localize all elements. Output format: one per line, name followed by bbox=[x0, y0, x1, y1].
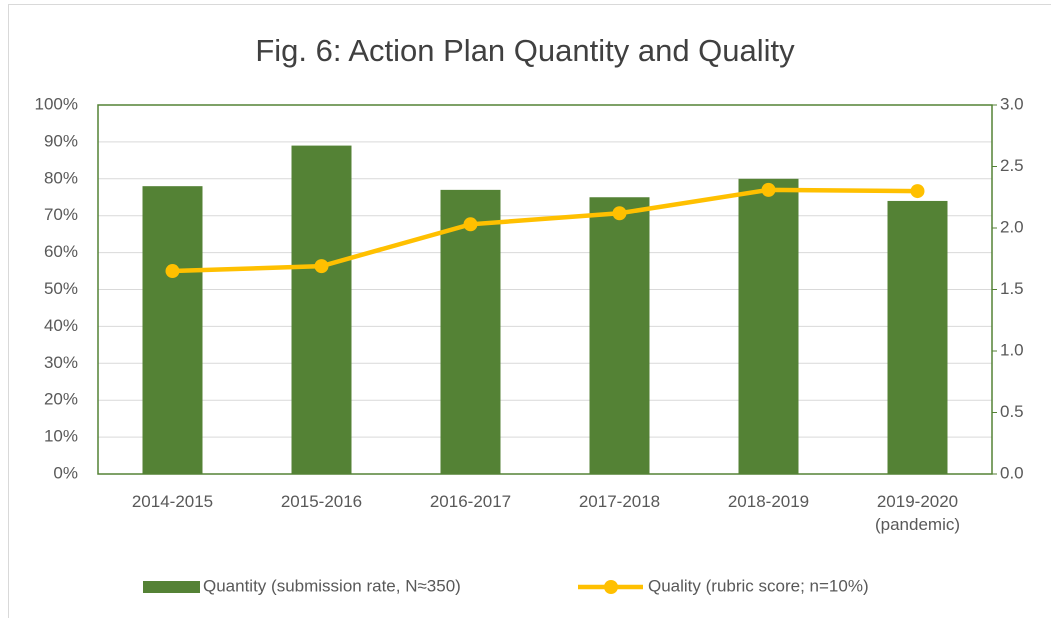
line bbox=[172, 187, 918, 274]
bar bbox=[142, 186, 203, 474]
y-tick-label: 0% bbox=[53, 463, 78, 482]
bar bbox=[589, 197, 650, 474]
y-tick-label: 40% bbox=[44, 316, 78, 335]
line-marker bbox=[165, 264, 180, 279]
plot-area-border bbox=[97, 104, 993, 475]
y2-tick-label: 2.5 bbox=[1000, 156, 1024, 175]
legend-label: Quality (rubric score; n=10%) bbox=[648, 576, 869, 595]
legend-label: Quantity (submission rate, N≈350) bbox=[203, 576, 461, 595]
x-tick-label: 2016-2017 bbox=[429, 492, 512, 511]
y-tick-label: 70% bbox=[44, 205, 78, 224]
line-marker bbox=[761, 182, 776, 197]
x-tick-label: 2019-2020 (pandemic) bbox=[874, 492, 961, 534]
line-marker bbox=[612, 206, 627, 221]
y2-tick-label: 0.5 bbox=[1000, 402, 1024, 421]
bar bbox=[738, 178, 799, 475]
y2-tick-label: 3.0 bbox=[1000, 94, 1024, 113]
x-tick-label: 2018-2019 bbox=[727, 492, 810, 511]
y-tick-label: 80% bbox=[44, 168, 78, 187]
chart-frame bbox=[8, 4, 1051, 618]
y-tick-label: 20% bbox=[44, 390, 78, 409]
y-tick-label: 10% bbox=[44, 427, 78, 446]
line-marker bbox=[910, 184, 925, 199]
y-tick-label: 30% bbox=[44, 353, 78, 372]
y2-tick-label: 1.5 bbox=[1000, 279, 1024, 298]
bar bbox=[887, 200, 948, 474]
y2-tick-label: 2.0 bbox=[1000, 217, 1024, 236]
line-marker bbox=[314, 259, 329, 274]
x-tick-label: 2017-2018 bbox=[578, 492, 661, 511]
y2-tick-label: 0.0 bbox=[1000, 463, 1024, 482]
legend-swatch bbox=[143, 581, 200, 593]
legend-swatch-marker bbox=[604, 580, 618, 594]
y-tick-label: 100% bbox=[35, 94, 78, 113]
x-tick-label: 2014-2015 bbox=[131, 492, 214, 511]
y-tick-label: 50% bbox=[44, 279, 78, 298]
y2-tick-label: 1.0 bbox=[1000, 340, 1024, 359]
y-tick-label: 90% bbox=[44, 131, 78, 150]
chart-title: Fig. 6: Action Plan Quantity and Quality bbox=[255, 33, 795, 68]
bar bbox=[291, 145, 352, 474]
y-tick-label: 60% bbox=[44, 242, 78, 261]
x-tick-label: 2015-2016 bbox=[280, 492, 363, 511]
line-marker bbox=[463, 217, 478, 232]
bar bbox=[440, 189, 501, 474]
